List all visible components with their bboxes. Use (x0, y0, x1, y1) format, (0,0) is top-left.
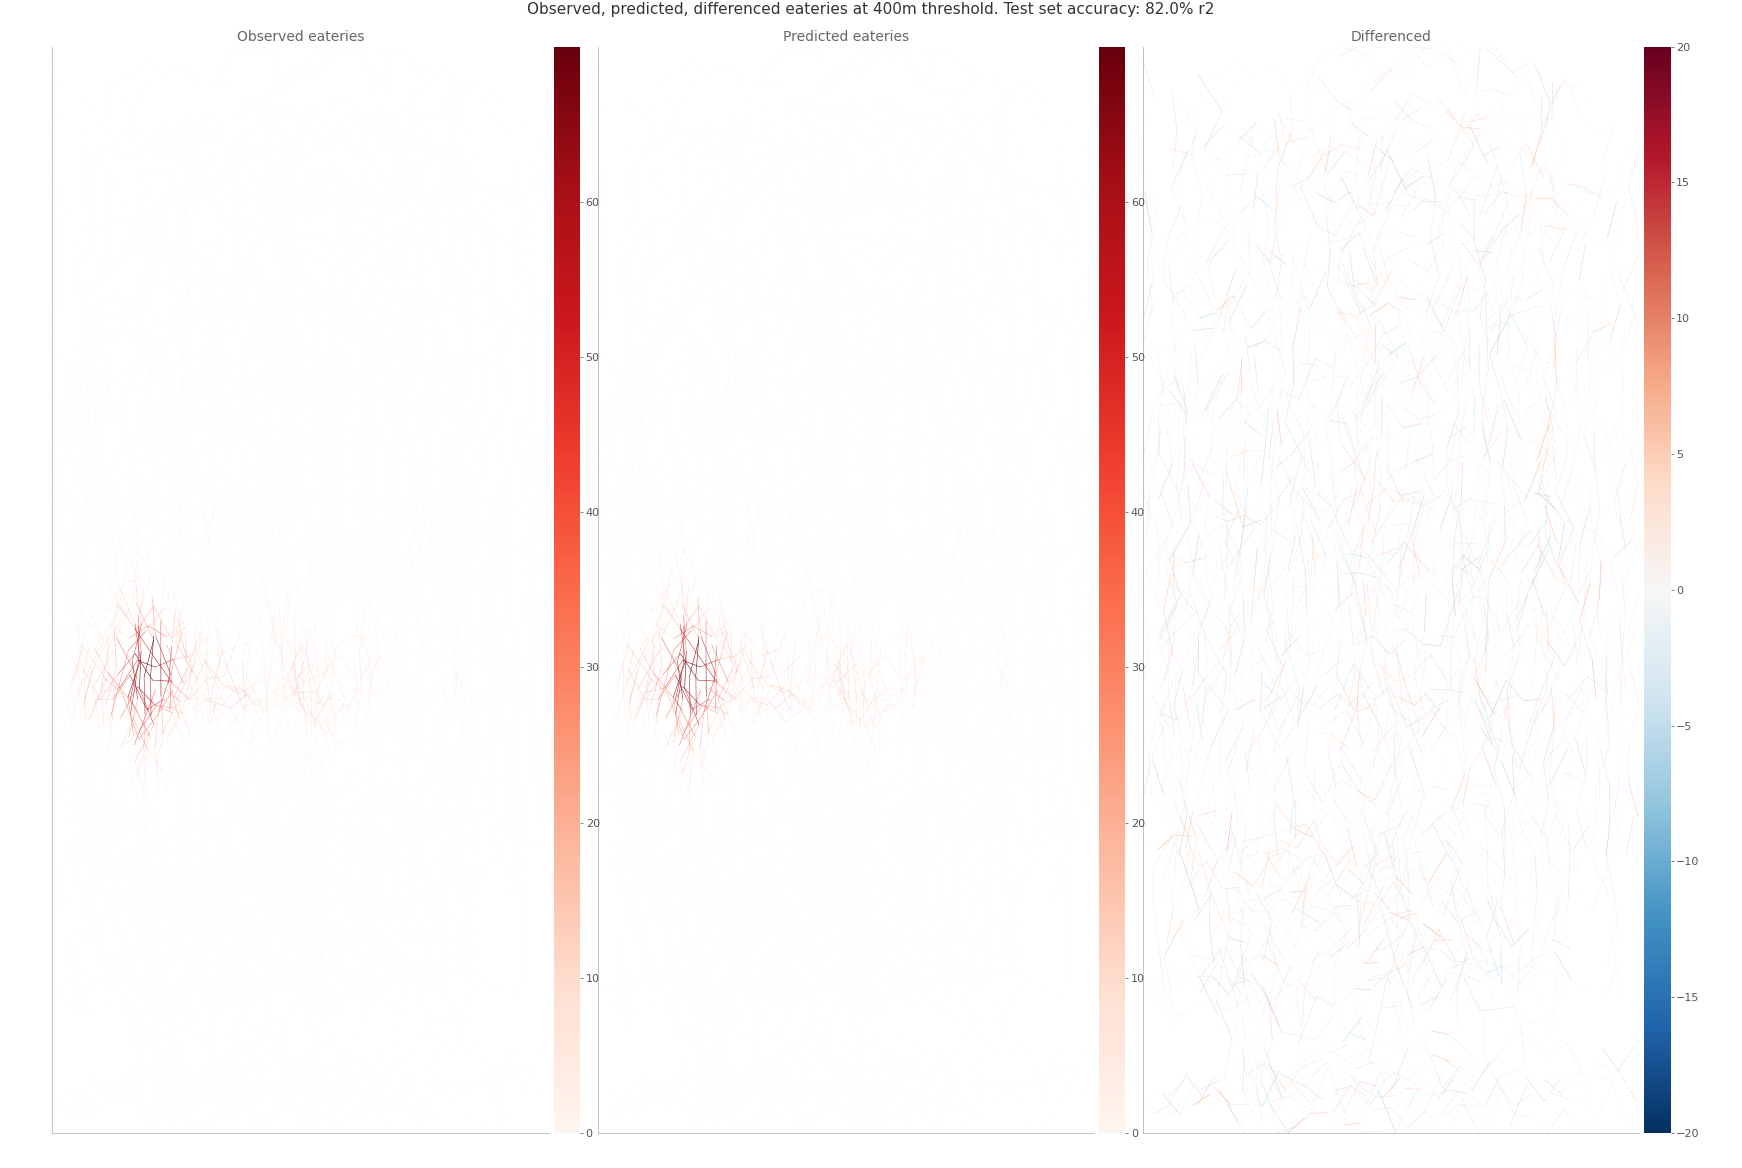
Text: Observed, predicted, differenced eateries at 400m threshold. Test set accuracy: : Observed, predicted, differenced eaterie… (528, 2, 1214, 18)
Title: Observed eateries: Observed eateries (237, 30, 364, 44)
Title: Predicted eateries: Predicted eateries (782, 30, 909, 44)
Title: Differenced: Differenced (1350, 30, 1432, 44)
